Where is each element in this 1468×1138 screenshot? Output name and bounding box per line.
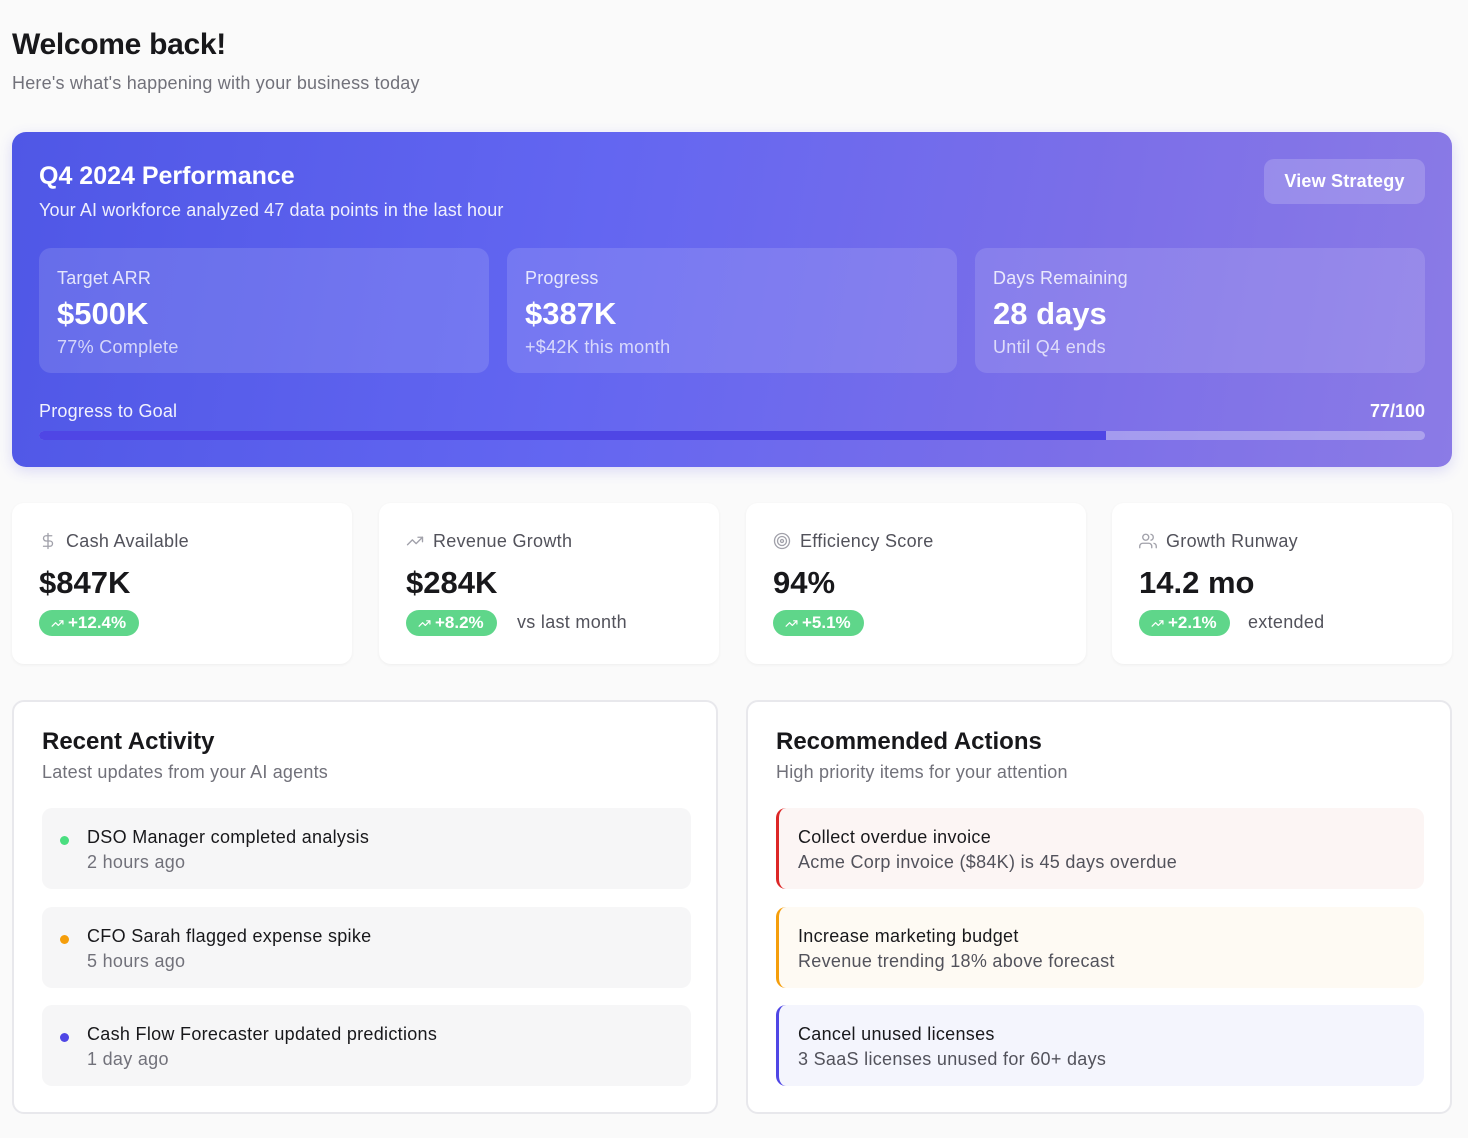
activity-time: 1 day ago bbox=[87, 1049, 169, 1069]
action-item-marketing-budget[interactable]: Increase marketing budget Revenue trendi… bbox=[776, 907, 1424, 988]
change-context: vs last month bbox=[517, 612, 627, 632]
trend-up-icon bbox=[418, 619, 431, 627]
status-dot bbox=[60, 935, 69, 944]
metric-card-efficiency-score: Efficiency Score 94% +5.1% bbox=[746, 503, 1086, 664]
stat-value: 28 days bbox=[993, 296, 1107, 331]
stat-note: Until Q4 ends bbox=[993, 337, 1106, 357]
action-description: Revenue trending 18% above forecast bbox=[798, 951, 1115, 971]
metric-card-cash-available: Cash Available $847K +12.4% bbox=[12, 503, 352, 664]
change-badge: +8.2% bbox=[406, 610, 497, 636]
status-dot bbox=[60, 1033, 69, 1042]
action-description: 3 SaaS licenses unused for 60+ days bbox=[798, 1049, 1107, 1069]
metric-value: 94% bbox=[773, 565, 836, 600]
change-badge: +2.1% bbox=[1139, 610, 1230, 636]
stat-value: $500K bbox=[57, 296, 149, 331]
activity-title: DSO Manager completed analysis bbox=[87, 827, 370, 847]
recent-activity-panel: Recent Activity Latest updates from your… bbox=[12, 700, 718, 1114]
stat-days-remaining: Days Remaining 28 days Until Q4 ends bbox=[975, 248, 1425, 373]
change-value: +5.1% bbox=[802, 613, 851, 632]
change-badge: +5.1% bbox=[773, 610, 864, 636]
action-item-overdue-invoice[interactable]: Collect overdue invoice Acme Corp invoic… bbox=[776, 808, 1424, 889]
recommended-actions-panel: Recommended Actions High priority items … bbox=[746, 700, 1452, 1114]
page-title: Welcome back! bbox=[12, 28, 226, 61]
trend-up-icon bbox=[785, 619, 798, 627]
metric-label: Efficiency Score bbox=[800, 531, 934, 551]
activity-title: Cash Flow Forecaster updated predictions bbox=[87, 1024, 438, 1044]
q4-performance-card: Q4 2024 Performance Your AI workforce an… bbox=[12, 132, 1452, 467]
activity-item[interactable]: Cash Flow Forecaster updated predictions… bbox=[42, 1005, 691, 1086]
action-description: Acme Corp invoice ($84K) is 45 days over… bbox=[798, 852, 1178, 872]
trend-up-icon bbox=[406, 532, 424, 550]
stat-label: Progress bbox=[525, 268, 599, 288]
stat-value: $387K bbox=[525, 296, 617, 331]
view-strategy-button[interactable]: View Strategy bbox=[1264, 159, 1425, 204]
hero-title: Q4 2024 Performance bbox=[39, 162, 295, 190]
change-value: +2.1% bbox=[1168, 613, 1217, 632]
activity-item[interactable]: CFO Sarah flagged expense spike 5 hours … bbox=[42, 907, 691, 988]
change-context: extended bbox=[1248, 612, 1325, 632]
status-dot bbox=[60, 836, 69, 845]
activity-item[interactable]: DSO Manager completed analysis 2 hours a… bbox=[42, 808, 691, 889]
users-icon bbox=[1139, 532, 1157, 550]
action-title: Increase marketing budget bbox=[798, 926, 1019, 946]
panel-title: Recommended Actions bbox=[776, 728, 1042, 755]
stat-note: +$42K this month bbox=[525, 337, 671, 357]
progress-to-goal-value: 77/100 bbox=[1369, 401, 1425, 421]
metric-label: Growth Runway bbox=[1166, 531, 1298, 551]
metric-value: $847K bbox=[39, 565, 131, 600]
metric-card-growth-runway: Growth Runway 14.2 mo +2.1% extended bbox=[1112, 503, 1452, 664]
panel-subtitle: Latest updates from your AI agents bbox=[42, 762, 328, 782]
page-subtitle: Here's what's happening with your busine… bbox=[12, 73, 420, 93]
metric-label: Revenue Growth bbox=[433, 531, 573, 551]
hero-subtitle: Your AI workforce analyzed 47 data point… bbox=[39, 200, 504, 220]
stat-note: 77% Complete bbox=[57, 337, 179, 357]
trend-up-icon bbox=[51, 619, 64, 627]
dollar-icon bbox=[39, 532, 57, 550]
metric-value: $284K bbox=[406, 565, 498, 600]
stat-label: Days Remaining bbox=[993, 268, 1128, 288]
change-badge: +12.4% bbox=[39, 610, 140, 636]
target-icon bbox=[773, 532, 791, 550]
progress-bar bbox=[39, 431, 1425, 440]
stat-progress: Progress $387K +$42K this month bbox=[507, 248, 957, 373]
activity-title: CFO Sarah flagged expense spike bbox=[87, 926, 372, 946]
progress-bar-fill bbox=[39, 431, 1107, 440]
metric-card-revenue-growth: Revenue Growth $284K +8.2% vs last month bbox=[379, 503, 719, 664]
progress-to-goal-label: Progress to Goal bbox=[39, 401, 178, 421]
action-item-unused-licenses[interactable]: Cancel unused licenses 3 SaaS licenses u… bbox=[776, 1005, 1424, 1086]
action-title: Cancel unused licenses bbox=[798, 1024, 995, 1044]
stat-target-arr: Target ARR $500K 77% Complete bbox=[39, 248, 489, 373]
metric-label: Cash Available bbox=[66, 531, 189, 551]
panel-subtitle: High priority items for your attention bbox=[776, 762, 1068, 782]
change-value: +12.4% bbox=[68, 613, 127, 632]
panel-title: Recent Activity bbox=[42, 728, 215, 755]
trend-up-icon bbox=[1151, 619, 1164, 627]
stat-label: Target ARR bbox=[57, 268, 152, 288]
metric-value: 14.2 mo bbox=[1139, 565, 1255, 600]
activity-time: 2 hours ago bbox=[87, 852, 186, 872]
activity-time: 5 hours ago bbox=[87, 951, 186, 971]
action-title: Collect overdue invoice bbox=[798, 827, 991, 847]
change-value: +8.2% bbox=[435, 613, 484, 632]
